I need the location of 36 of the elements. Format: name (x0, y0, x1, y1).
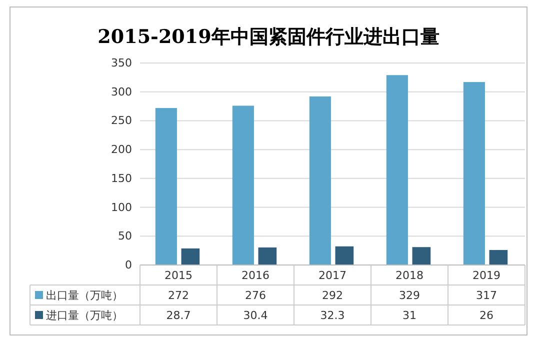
bar (309, 96, 331, 265)
chart-title: 2015-2019年中国紧固件行业进出口量 (98, 26, 440, 48)
legend-label: 出口量（万吨） (46, 289, 123, 302)
x-tick-label: 2016 (242, 269, 270, 282)
bar (386, 75, 408, 265)
bar (412, 247, 431, 265)
bar (181, 248, 200, 265)
bar (489, 250, 508, 265)
y-tick-label: 0 (125, 258, 132, 272)
y-tick-label: 250 (111, 114, 132, 128)
y-tick-label: 150 (111, 172, 132, 185)
y-tick-label: 50 (118, 230, 132, 243)
x-tick-label: 2017 (318, 269, 346, 282)
bar (155, 108, 177, 265)
x-tick-label: 2015 (164, 269, 192, 282)
data-label: 272 (168, 289, 189, 302)
data-label: 30.4 (243, 309, 268, 322)
legend-label: 进口量（万吨） (46, 309, 123, 322)
bar (258, 247, 277, 265)
data-label: 26 (480, 309, 494, 322)
data-label: 292 (322, 289, 343, 302)
y-tick-label: 200 (111, 143, 132, 156)
data-label: 31 (402, 309, 416, 322)
bar (232, 106, 254, 265)
data-label: 32.3 (320, 309, 345, 322)
y-tick-label: 350 (111, 56, 132, 70)
data-label: 329 (399, 289, 420, 302)
y-tick-label: 100 (111, 200, 132, 214)
data-label: 317 (476, 289, 497, 302)
y-tick-label: 300 (111, 85, 132, 98)
data-label: 276 (245, 289, 266, 302)
bar (463, 82, 485, 265)
bar (335, 246, 354, 265)
x-tick-label: 2018 (396, 269, 424, 282)
data-label: 28.7 (166, 309, 191, 322)
x-tick-label: 2019 (472, 269, 500, 282)
